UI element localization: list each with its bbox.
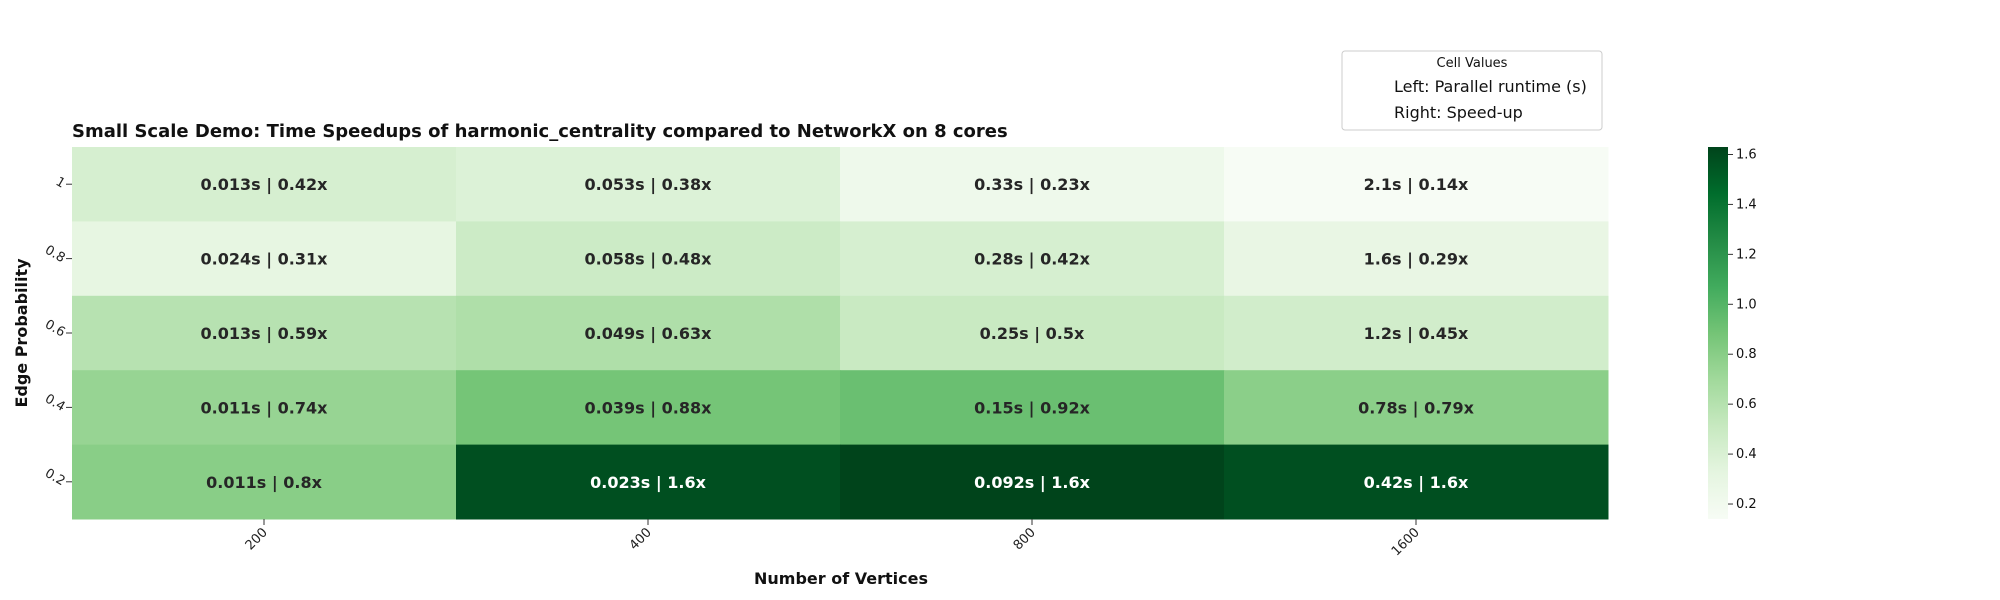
x-tick-label: 1600 xyxy=(1389,525,1423,559)
colorbar-tick-label: 1.0 xyxy=(1736,297,1757,312)
cell-label: 0.78s | 0.79x xyxy=(1358,398,1474,418)
colorbar-tick-label: 1.6 xyxy=(1736,147,1757,162)
x-axis-label: Number of Vertices xyxy=(754,569,928,588)
heatmap-cell xyxy=(72,370,457,446)
heatmap-cell xyxy=(456,295,841,371)
legend-line-right: Right: Speed-up xyxy=(1394,103,1523,122)
cell-label: 0.28s | 0.42x xyxy=(974,250,1090,270)
y-tick-label: 0.2 xyxy=(42,466,67,489)
cell-label: 0.024s | 0.31x xyxy=(201,250,329,270)
colorbar-tick-label: 0.6 xyxy=(1736,397,1757,412)
cell-label: 0.023s | 1.6x xyxy=(590,473,706,493)
y-tick-label: 0.8 xyxy=(42,243,67,266)
x-axis-ticks: 200 400 800 1600 xyxy=(243,519,1423,559)
heatmap-cell xyxy=(840,444,1225,520)
heatmap-cell xyxy=(72,295,457,371)
cell-label: 0.013s | 0.59x xyxy=(201,324,329,344)
heatmap-cell xyxy=(72,147,457,222)
heatmap-cell xyxy=(1224,444,1609,520)
cell-label: 1.2s | 0.45x xyxy=(1364,324,1469,344)
colorbar-tick-label: 1.2 xyxy=(1736,247,1757,262)
heatmap-cell xyxy=(840,221,1225,297)
heatmap-cell xyxy=(840,370,1225,446)
cell-label: 0.42s | 1.6x xyxy=(1364,473,1469,493)
heatmap-cell xyxy=(1224,147,1609,222)
heatmap-cell xyxy=(72,221,457,297)
heatmap-cell xyxy=(72,444,457,520)
cell-label: 0.049s | 0.63x xyxy=(585,324,713,344)
heatmap-cell xyxy=(456,221,841,297)
cell-label: 0.15s | 0.92x xyxy=(974,398,1090,418)
colorbar-tick-label: 0.2 xyxy=(1736,497,1757,512)
heatmap-cell xyxy=(456,444,841,520)
y-axis-label: Edge Probability xyxy=(12,258,31,408)
x-tick-label: 800 xyxy=(1011,525,1039,553)
cell-label: 0.25s | 0.5x xyxy=(980,324,1085,344)
heatmap-cell xyxy=(456,147,841,222)
y-tick-label: 0.4 xyxy=(42,392,67,415)
colorbar-tick-label: 0.4 xyxy=(1736,447,1757,462)
legend: Cell Values Left: Parallel runtime (s) R… xyxy=(1341,50,1603,131)
legend-box xyxy=(1341,50,1603,131)
y-axis-ticks: 1 0.8 0.6 0.4 0.2 xyxy=(42,175,72,489)
cell-label: 0.33s | 0.23x xyxy=(974,175,1090,195)
heatmap-cell xyxy=(1224,370,1609,446)
cell-label: 0.039s | 0.88x xyxy=(585,398,713,418)
cell-label: 0.058s | 0.48x xyxy=(585,250,713,270)
heatmap-cell xyxy=(840,147,1225,222)
legend-line-left: Left: Parallel runtime (s) xyxy=(1394,77,1587,96)
legend-title: Cell Values xyxy=(1437,56,1508,71)
y-tick-label: 0.6 xyxy=(42,317,67,340)
colorbar-tick-label: 0.8 xyxy=(1736,347,1757,362)
chart-title: Small Scale Demo: Time Speedups of harmo… xyxy=(72,121,1008,142)
cell-label: 0.092s | 1.6x xyxy=(974,473,1090,493)
y-tick-label: 1 xyxy=(53,175,68,192)
colorbar-gradient xyxy=(1708,147,1728,519)
heatmap-cell xyxy=(840,295,1225,371)
colorbar: 0.2 0.4 0.6 0.8 1.0 1.2 1.4 1.6 xyxy=(1708,147,1757,519)
heatmap-cells: 0.013s | 0.42x 0.053s | 0.38x 0.33s | 0.23… xyxy=(72,147,1609,520)
cell-label: 0.011s | 0.8x xyxy=(206,473,322,493)
colorbar-tick-label: 1.4 xyxy=(1736,197,1757,212)
heatmap-cell xyxy=(1224,295,1609,371)
x-tick-label: 200 xyxy=(243,525,271,553)
heatmap-cell xyxy=(1224,221,1609,297)
x-tick-label: 400 xyxy=(627,525,655,553)
colorbar-ticks: 0.2 0.4 0.6 0.8 1.0 1.2 1.4 1.6 xyxy=(1728,147,1757,512)
cell-label: 0.013s | 0.42x xyxy=(201,175,329,195)
cell-label: 0.053s | 0.38x xyxy=(585,175,713,195)
cell-label: 0.011s | 0.74x xyxy=(201,398,329,418)
cell-label: 1.6s | 0.29x xyxy=(1364,250,1469,270)
heatmap-cell xyxy=(456,370,841,446)
cell-label: 2.1s | 0.14x xyxy=(1364,175,1469,195)
